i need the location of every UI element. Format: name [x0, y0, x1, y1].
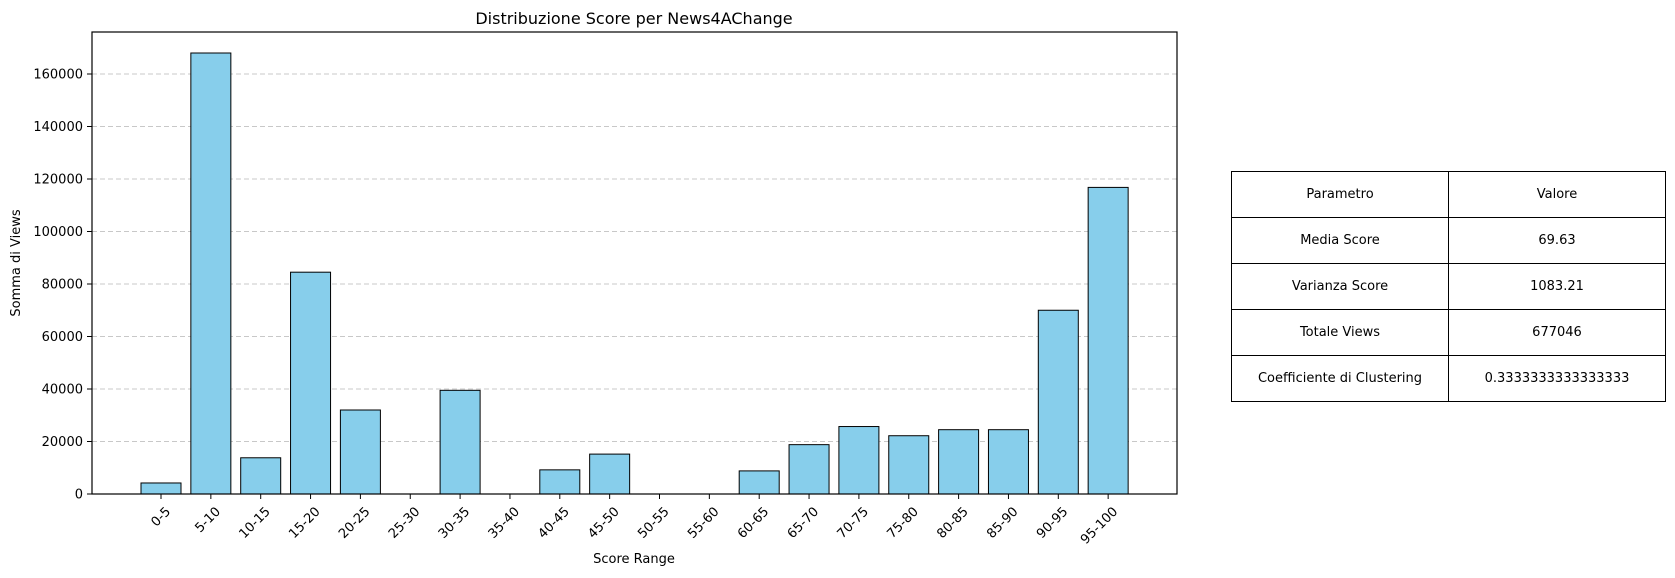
x-tick-label: 25-30	[386, 504, 423, 541]
bar-90-95	[1037, 309, 1079, 495]
x-tick-label: 40-45	[536, 504, 573, 541]
x-tick-label: 35-40	[486, 504, 523, 541]
x-tick-label: 5-10	[192, 504, 223, 535]
x-axis-title: Score Range	[593, 552, 675, 567]
x-tick-label: 60-65	[735, 504, 772, 541]
chart-title: Distribuzione Score per News4AChange	[475, 9, 792, 28]
x-tick-label: 50-55	[635, 504, 672, 541]
x-tick-label: 10-15	[236, 504, 273, 541]
bar-45-50	[589, 453, 631, 495]
bar-65-70	[788, 444, 830, 495]
y-tick-label: 120000	[33, 173, 83, 188]
bar-60-65	[738, 470, 780, 495]
x-tick-label: 45-50	[585, 504, 622, 541]
table-row: Media Score 69.63	[1231, 217, 1666, 264]
table-row: Coefficiente di Clustering 0.33333333333…	[1231, 355, 1666, 402]
bar-80-85	[938, 429, 980, 495]
bar-75-80	[888, 435, 930, 495]
y-tick-label: 20000	[42, 435, 83, 450]
y-tick-label: 40000	[42, 383, 83, 398]
x-tick-label: 0-5	[148, 504, 174, 530]
x-tick-label: 30-35	[436, 504, 473, 541]
y-tick-label: 80000	[42, 278, 83, 293]
y-axis-title: Somma di Views	[9, 209, 24, 316]
bars	[140, 52, 1129, 495]
bar-40-45	[539, 469, 581, 495]
table-header-cell: Valore	[1448, 171, 1666, 218]
table-cell-value: 677046	[1448, 309, 1666, 356]
x-tick-label: 95-100	[1078, 504, 1121, 547]
x-tick-label: 75-80	[884, 504, 921, 541]
bar-10-15	[240, 457, 282, 495]
bar-30-35	[439, 389, 481, 495]
x-tick-label: 85-90	[984, 504, 1021, 541]
x-tick-label: 55-60	[685, 504, 722, 541]
x-tick-label: 65-70	[785, 504, 822, 541]
table-cell-parameter: Varianza Score	[1231, 263, 1449, 310]
plot-frame	[91, 31, 1178, 495]
y-axis-ticks: 0 20000 40000 60000 80000 100000 120000 140000 1…	[33, 68, 92, 503]
x-tick-label: 80-85	[934, 504, 971, 541]
table-header-cell: Parametro	[1231, 171, 1449, 218]
y-tick-label: 0	[75, 488, 83, 503]
x-tick-label: 90-95	[1034, 504, 1071, 541]
x-axis-ticks: 0-5 5-10 10-15 15-20 20-25 25-30 30-35 35-40 40-…	[148, 494, 1121, 548]
bar-0-5	[140, 482, 182, 495]
table-cell-value: 69.63	[1448, 217, 1666, 264]
table-cell-parameter: Totale Views	[1231, 309, 1449, 356]
bar-95-100	[1087, 186, 1129, 495]
bar-15-20	[290, 271, 332, 495]
y-tick-label: 140000	[33, 120, 83, 135]
stats-table: Parametro Valore Media Score 69.63 Varia…	[1231, 171, 1666, 402]
x-tick-label: 15-20	[286, 504, 323, 541]
table-cell-value: 0.3333333333333333	[1448, 355, 1666, 402]
bar-70-75	[838, 426, 880, 495]
table-row: Varianza Score 1083.21	[1231, 263, 1666, 310]
table-header-row: Parametro Valore	[1231, 171, 1666, 218]
y-tick-label: 100000	[33, 225, 83, 240]
bar-5-10	[190, 52, 232, 495]
table-cell-parameter: Coefficiente di Clustering	[1231, 355, 1449, 402]
table-row: Totale Views 677046	[1231, 309, 1666, 356]
x-tick-label: 20-25	[336, 504, 373, 541]
bar-85-90	[987, 429, 1029, 495]
y-tick-label: 60000	[42, 330, 83, 345]
y-tick-label: 160000	[33, 68, 83, 83]
bar-20-25	[339, 409, 381, 495]
table-cell-parameter: Media Score	[1231, 217, 1449, 264]
grid-lines	[92, 73, 1177, 442]
table-cell-value: 1083.21	[1448, 263, 1666, 310]
x-tick-label: 70-75	[835, 504, 872, 541]
